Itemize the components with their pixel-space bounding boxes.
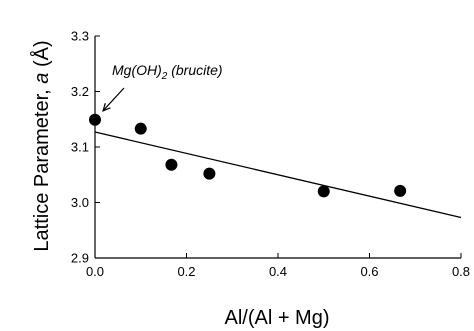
data-point (317, 185, 330, 198)
y-axis-label: Lattice Parameter, a (Å) (30, 40, 53, 251)
data-point (394, 184, 407, 197)
y-tick-label: 3.1 (71, 140, 89, 155)
x-axis-label: Al/(Al + Mg) (224, 307, 329, 329)
x-tick-label: 0.0 (86, 264, 104, 279)
y-tick-label: 3.2 (71, 84, 89, 99)
data-point (203, 167, 216, 180)
x-tick-label: 0.6 (360, 264, 378, 279)
annotation-arrowhead (102, 102, 111, 112)
data-points-group (89, 113, 407, 198)
fit-line-group (94, 131, 462, 219)
regression-line (94, 131, 462, 219)
annotation-arrow (102, 87, 125, 112)
y-tick-label: 2.9 (71, 251, 89, 266)
x-tick-label: 0.8 (452, 264, 470, 279)
x-tick-label: 0.2 (177, 264, 195, 279)
annotation: Mg(OH)2 (brucite) (102, 62, 223, 112)
annotation-label: Mg(OH)2 (brucite) (112, 62, 223, 82)
data-point (89, 113, 101, 126)
data-point (134, 122, 147, 135)
ticks-group: 0.0 0.2 0.4 0.6 0.8 2.9 3.0 3.1 3.2 3.3 (71, 29, 470, 280)
y-tick-label: 3.0 (71, 195, 89, 210)
data-point (165, 158, 178, 171)
x-tick-label: 0.4 (269, 264, 287, 279)
y-tick-label: 3.3 (71, 29, 89, 44)
